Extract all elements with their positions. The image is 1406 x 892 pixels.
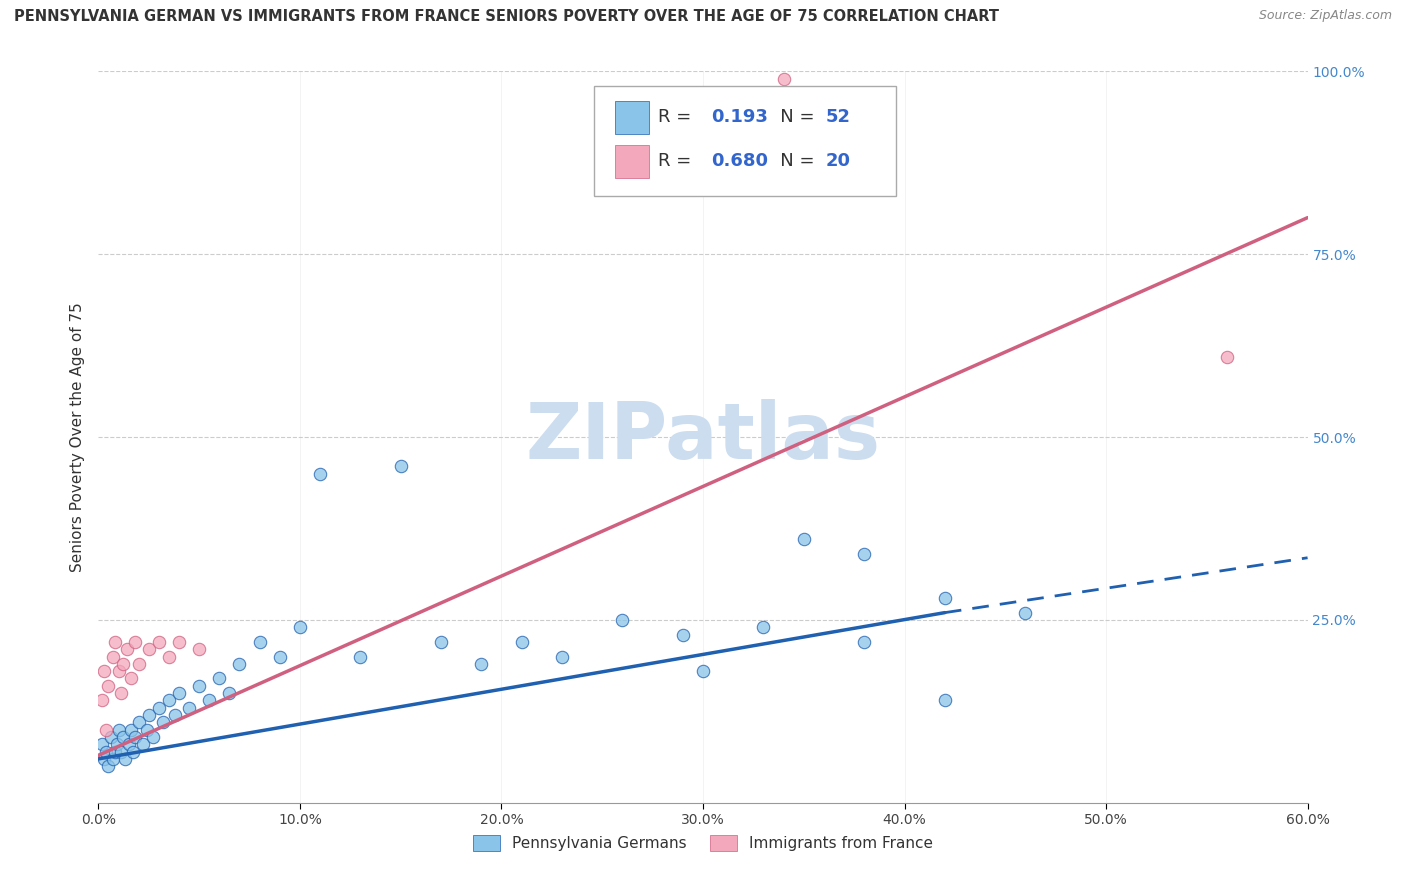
- Point: [142, 730, 165, 744]
- Point: [120, 723, 142, 737]
- FancyBboxPatch shape: [614, 101, 648, 134]
- Point: [752, 620, 775, 634]
- Point: [1014, 606, 1036, 620]
- Text: N =: N =: [763, 153, 821, 170]
- Point: [163, 708, 186, 723]
- Point: [121, 745, 143, 759]
- Point: [91, 693, 114, 707]
- Point: [97, 759, 120, 773]
- Point: [218, 686, 240, 700]
- Point: [188, 679, 211, 693]
- FancyBboxPatch shape: [614, 145, 648, 178]
- Point: [152, 715, 174, 730]
- Text: 0.680: 0.680: [711, 153, 769, 170]
- Point: [551, 649, 574, 664]
- Point: [167, 686, 190, 700]
- Point: [772, 71, 794, 86]
- Point: [198, 693, 221, 707]
- Point: [228, 657, 250, 671]
- Text: PENNSYLVANIA GERMAN VS IMMIGRANTS FROM FRANCE SENIORS POVERTY OVER THE AGE OF 75: PENNSYLVANIA GERMAN VS IMMIGRANTS FROM F…: [14, 9, 1000, 24]
- Point: [309, 467, 332, 481]
- Point: [167, 635, 190, 649]
- Text: 52: 52: [825, 109, 851, 127]
- Text: R =: R =: [658, 153, 697, 170]
- Point: [853, 635, 876, 649]
- Point: [114, 752, 136, 766]
- Point: [672, 627, 695, 641]
- Point: [470, 657, 492, 671]
- Point: [91, 737, 114, 751]
- Point: [110, 745, 132, 759]
- Point: [93, 752, 115, 766]
- Point: [288, 620, 311, 634]
- Text: ZIPatlas: ZIPatlas: [526, 399, 880, 475]
- Point: [1216, 350, 1239, 364]
- Point: [349, 649, 371, 664]
- Text: 20: 20: [825, 153, 851, 170]
- Point: [110, 686, 132, 700]
- Point: [157, 649, 180, 664]
- Point: [179, 700, 201, 714]
- Point: [101, 649, 124, 664]
- Text: Source: ZipAtlas.com: Source: ZipAtlas.com: [1258, 9, 1392, 22]
- Point: [208, 672, 231, 686]
- Point: [103, 745, 125, 759]
- Point: [132, 737, 155, 751]
- Point: [793, 533, 815, 547]
- Point: [111, 730, 134, 744]
- Point: [128, 715, 150, 730]
- Point: [934, 591, 956, 605]
- Point: [107, 723, 129, 737]
- Point: [96, 745, 118, 759]
- Point: [124, 730, 146, 744]
- Point: [93, 664, 115, 678]
- Point: [105, 737, 128, 751]
- Point: [853, 547, 876, 561]
- Text: R =: R =: [658, 109, 697, 127]
- Point: [101, 752, 124, 766]
- Point: [148, 635, 170, 649]
- Point: [138, 642, 160, 657]
- FancyBboxPatch shape: [595, 86, 897, 195]
- Point: [120, 672, 142, 686]
- Point: [118, 737, 141, 751]
- Point: [138, 708, 160, 723]
- Point: [692, 664, 714, 678]
- Y-axis label: Seniors Poverty Over the Age of 75: Seniors Poverty Over the Age of 75: [69, 302, 84, 572]
- Point: [389, 459, 412, 474]
- Point: [103, 635, 125, 649]
- Point: [107, 664, 129, 678]
- Point: [135, 723, 157, 737]
- Point: [148, 700, 170, 714]
- Point: [269, 649, 291, 664]
- Point: [510, 635, 533, 649]
- Point: [188, 642, 211, 657]
- Point: [115, 642, 138, 657]
- Point: [934, 693, 956, 707]
- Point: [96, 723, 118, 737]
- Point: [612, 613, 634, 627]
- Point: [97, 679, 120, 693]
- Point: [111, 657, 134, 671]
- Legend: Pennsylvania Germans, Immigrants from France: Pennsylvania Germans, Immigrants from Fr…: [467, 830, 939, 857]
- Point: [157, 693, 180, 707]
- Text: N =: N =: [763, 109, 821, 127]
- Point: [100, 730, 122, 744]
- Point: [249, 635, 271, 649]
- Point: [124, 635, 146, 649]
- Point: [430, 635, 453, 649]
- Point: [128, 657, 150, 671]
- Text: 0.193: 0.193: [711, 109, 768, 127]
